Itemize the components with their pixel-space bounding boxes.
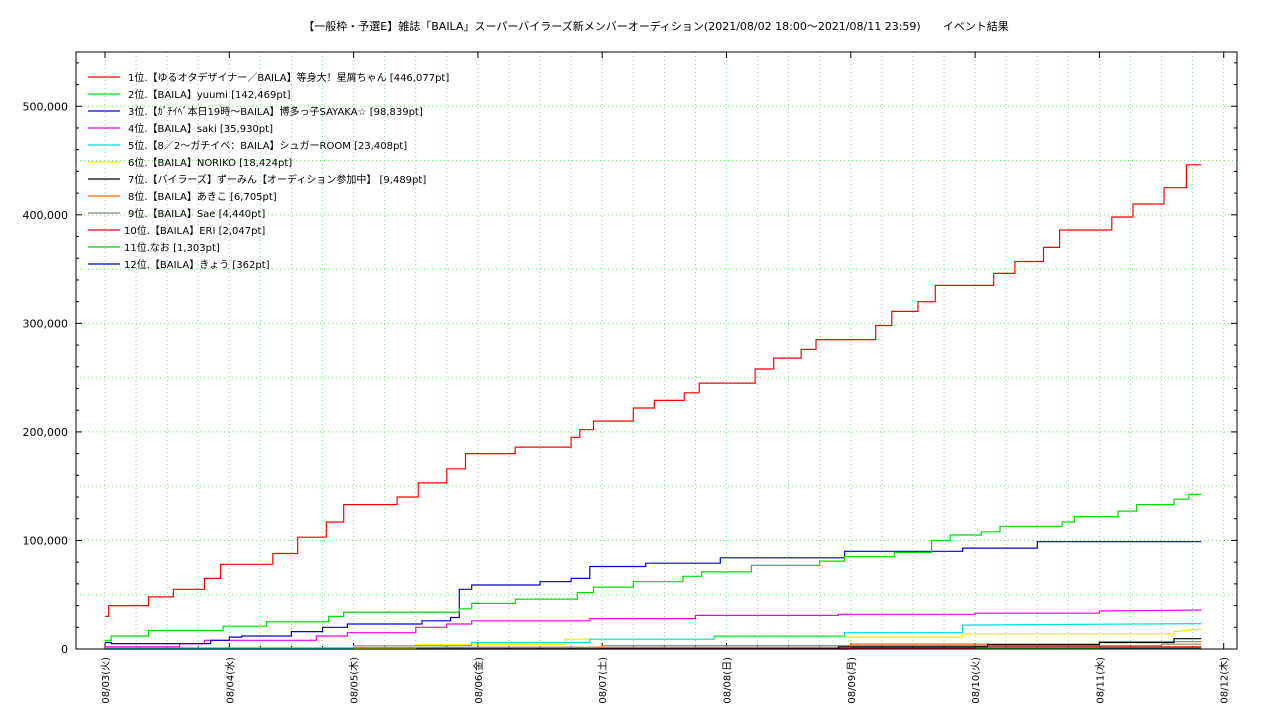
legend-label-8: 8位.【BAILA】あきこ [6,705pt] xyxy=(128,190,277,203)
x-tick-label: 08/04(水) xyxy=(224,657,236,704)
x-tick-label: 08/12(木) xyxy=(1219,657,1231,704)
axis-ticks: 0 100,000 200,000 300,000 400,000 500,000 08/0… xyxy=(23,52,1237,704)
legend-label-11: 11位.なお [1,303pt] xyxy=(124,241,220,254)
series-line-5 xyxy=(105,622,1202,649)
legend-label-7: 7位.【バイラーズ】ずーみん【オーディション参加中】 [9,489pt] xyxy=(128,173,426,186)
y-tick-label: 100,000 xyxy=(23,534,69,547)
x-tick-label: 08/11(水) xyxy=(1094,657,1106,704)
x-tick-label: 08/10(火) xyxy=(970,657,982,704)
x-tick-label: 08/08(日) xyxy=(723,657,734,704)
series-line-1 xyxy=(105,164,1202,618)
series-line-3 xyxy=(105,541,1202,645)
grid xyxy=(76,52,1237,649)
x-tick-label: 08/03(火) xyxy=(100,657,112,704)
series-line-2 xyxy=(105,493,1202,641)
legend: 1位.【ゆるオタデザイナー／BAILA】等身大！星屑ちゃん [446,077pt… xyxy=(88,71,449,271)
legend-label-4: 4位.【BAILA】saki [35,930pt] xyxy=(128,122,273,135)
x-tick-label: 08/06(金) xyxy=(472,657,485,704)
y-tick-label: 500,000 xyxy=(23,100,69,113)
legend-label-3: 3位.【ｶﾞﾁｲﾍﾞ本日19時〜BAILA】博多っ子SAYAKA☆ [98,83… xyxy=(128,105,423,118)
chart-title: 【一般枠・予選E】雑誌「BAILA」スーパーバイラーズ新メンバーオーディション(… xyxy=(303,19,1008,33)
series-line-7 xyxy=(105,638,1202,650)
legend-label-12: 12位.【BAILA】きょう [362pt] xyxy=(124,258,270,271)
y-tick-label: 0 xyxy=(61,643,68,656)
legend-label-1: 1位.【ゆるオタデザイナー／BAILA】等身大！星屑ちゃん [446,077pt… xyxy=(128,71,449,84)
y-tick-label: 200,000 xyxy=(23,426,69,439)
y-tick-label: 400,000 xyxy=(23,209,69,222)
x-tick-label: 08/09(月) xyxy=(846,657,858,704)
x-tick-label: 08/05(木) xyxy=(349,657,361,704)
legend-label-6: 6位.【BAILA】NORIKO [18,424pt] xyxy=(128,156,292,169)
legend-label-2: 2位.【BAILA】yuumi [142,469pt] xyxy=(128,88,291,101)
legend-label-9: 9位.【BAILA】Sae [4,440pt] xyxy=(128,207,265,220)
y-tick-label: 300,000 xyxy=(23,317,69,330)
legend-label-10: 10位.【BAILA】ERI [2,047pt] xyxy=(124,224,265,237)
x-tick-label: 08/07(土) xyxy=(596,657,609,704)
legend-label-5: 5位.【8／2〜ガチイベ：BAILA】シュガーROOM [23,408pt] xyxy=(128,139,407,152)
plot-frame xyxy=(75,51,1238,650)
